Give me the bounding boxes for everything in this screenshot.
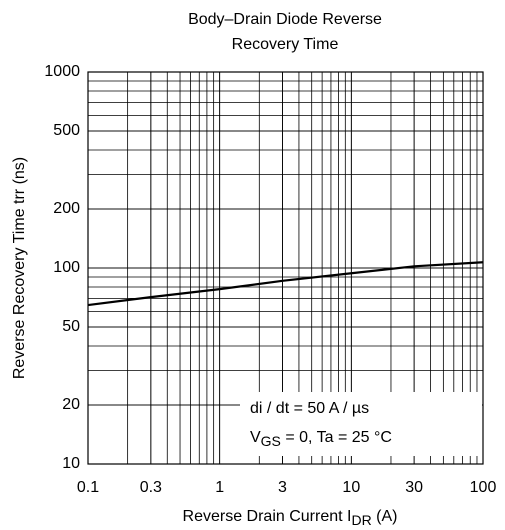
annotation-part: GS: [261, 433, 281, 449]
x-tick-label: 0.3: [140, 479, 162, 496]
y-tick-label: 500: [53, 122, 80, 139]
x-tick-label: 100: [470, 479, 497, 496]
annotation-part: = 0, Ta = 25 °C: [281, 429, 392, 446]
annotation-part: V: [250, 429, 261, 446]
x-axis-label: Reverse Drain Current IDR (A): [183, 508, 398, 527]
x-axis-label-part: (A): [372, 508, 398, 525]
y-tick-label: 200: [53, 200, 80, 217]
y-tick-label: 1000: [44, 63, 80, 80]
x-tick-label: 30: [405, 479, 423, 496]
annotation-box: [240, 392, 482, 456]
y-axis-label: Reverse Recovery Time trr (ns): [11, 157, 28, 379]
chart-title: Body–Drain Diode Reverse: [188, 11, 382, 28]
x-tick-label: 1: [215, 479, 224, 496]
annotation: VGS = 0, Ta = 25 °C: [250, 429, 392, 448]
plot-frame: [87, 71, 484, 465]
chart-title: Recovery Time: [232, 36, 339, 53]
y-tick-label: 10: [62, 455, 80, 472]
x-axis-label-part: Reverse Drain Current I: [183, 508, 352, 525]
y-tick-label: 20: [62, 396, 80, 413]
x-tick-label: 10: [342, 479, 360, 496]
y-tick-label: 100: [53, 259, 80, 276]
annotation: di / dt = 50 A / µs: [250, 400, 369, 417]
annotation-part: di / dt = 50 A / µs: [250, 400, 369, 417]
x-tick-label: 0.1: [77, 479, 99, 496]
x-tick-label: 3: [278, 479, 287, 496]
y-tick-label: 50: [62, 318, 80, 335]
x-axis-label-sub: DR: [351, 512, 371, 528]
data-line: [87, 261, 484, 307]
